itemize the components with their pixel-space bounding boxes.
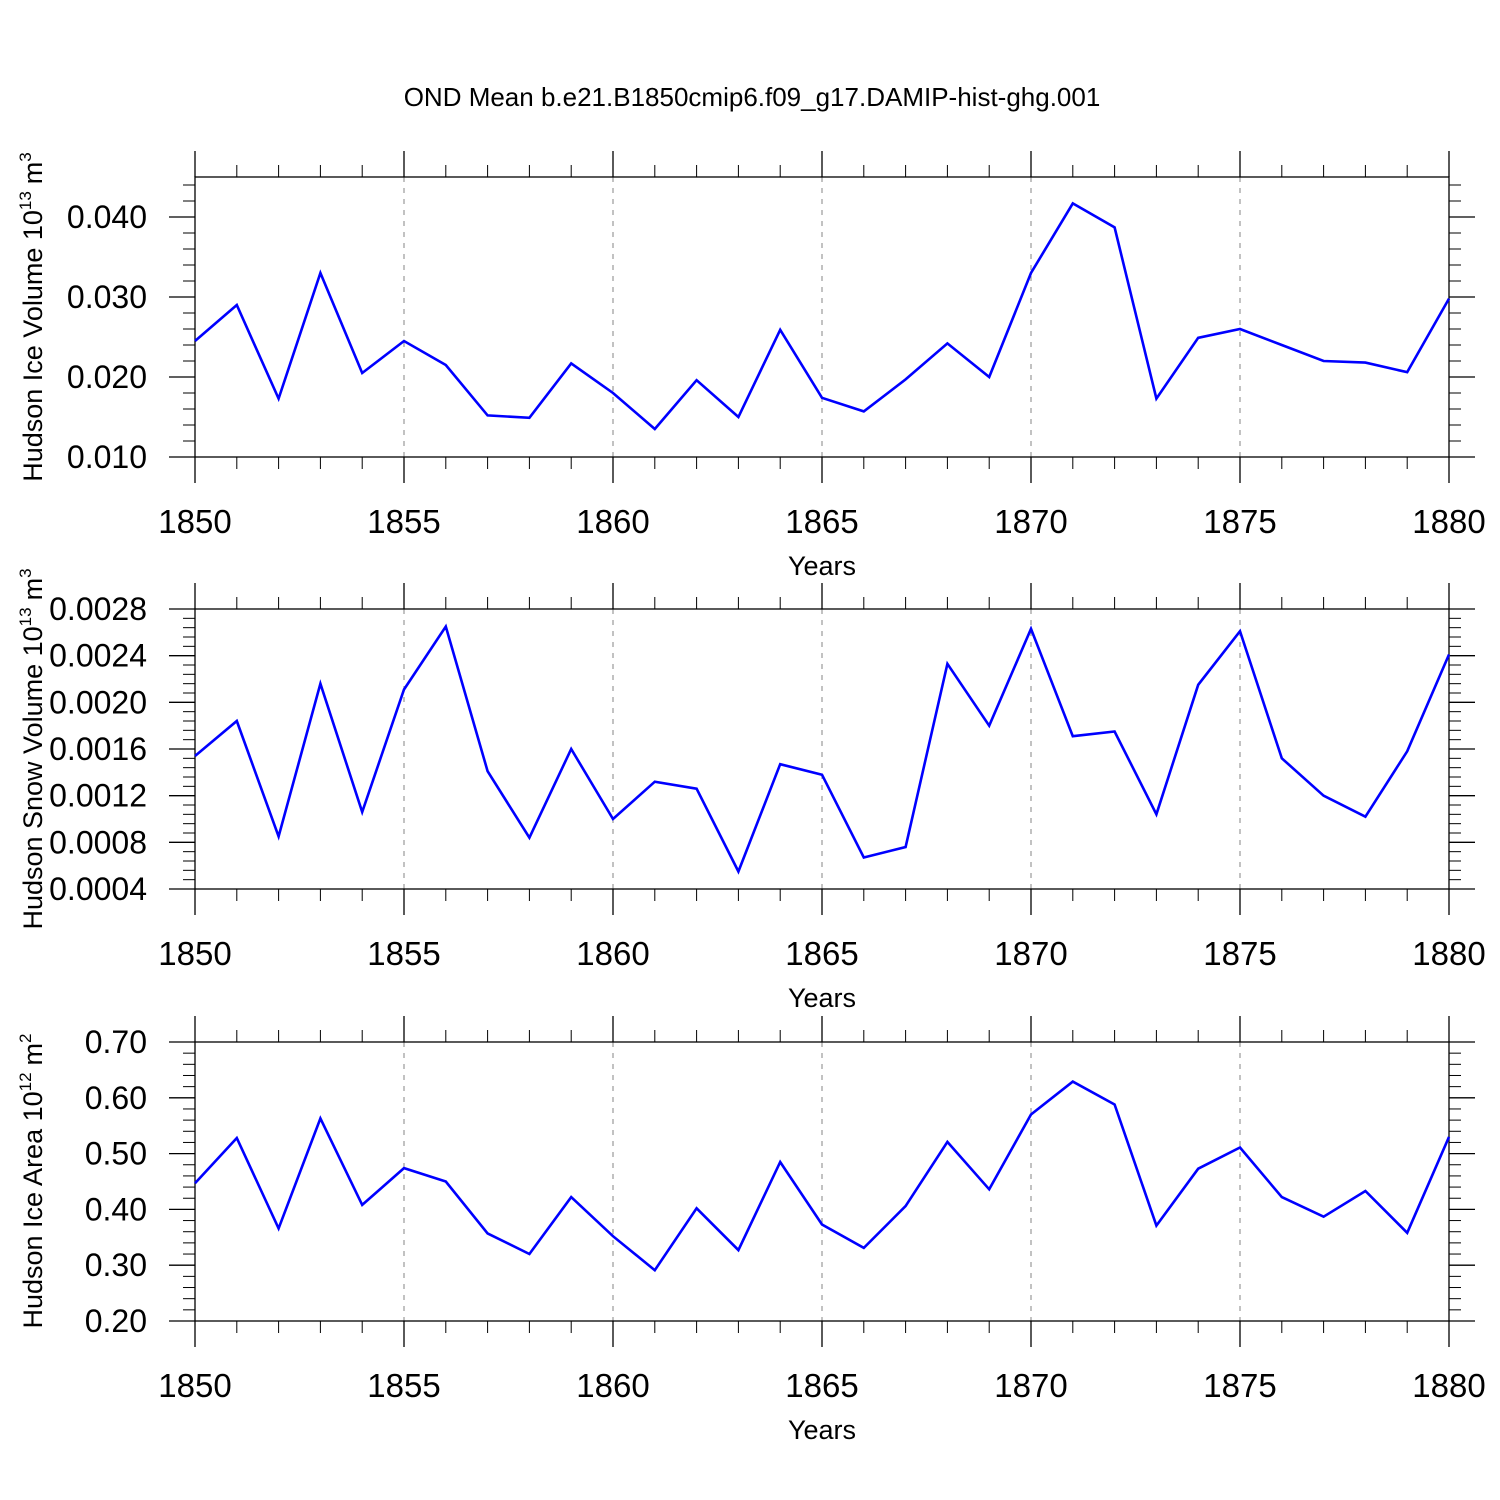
x-tick-label: 1850 [158,935,231,972]
x-tick-label: 1860 [576,935,649,972]
panel-ice-volume: 1850 1855 1860 1865 1870 1875 1880 0.010 0.020 0.… [16,151,1486,581]
x-axis-label: Years [788,983,856,1013]
panel-ice-area: 1850 1855 1860 1865 1870 1875 1880 0.20 0.30 0.40… [16,1016,1486,1445]
y-tick-label: 0.030 [67,279,147,315]
x-tick-label: 1875 [1203,935,1276,972]
y-tick-label: 0.50 [85,1136,147,1172]
y-axis-label-unit: m [18,1043,48,1066]
x-tick-label: 1880 [1412,935,1485,972]
x-tick-label: 1865 [785,1367,858,1404]
figure-title: OND Mean b.e21.B1850cmip6.f09_g17.DAMIP-… [404,82,1101,112]
y-tick-label: 0.20 [85,1303,147,1339]
y-axis-label-exponent: 12 [16,1072,35,1091]
y-axis-label-unit: m [18,578,48,601]
x-tick-label: 1880 [1412,503,1485,540]
panel-snow-volume: 1850 1855 1860 1865 1870 1875 1880 0.0004 0.0008… [16,568,1486,1013]
x-tick-label: 1855 [367,1367,440,1404]
x-tick-label: 1865 [785,935,858,972]
y-axis-label-exponent: 13 [16,191,35,210]
y-axis-label: Hudson Snow Volume 1013 m3 [16,568,48,929]
series-line [194,1080,1451,1273]
y-tick-label: 0.60 [85,1080,147,1116]
y-axis-label: Hudson Ice Volume 1013 m3 [16,152,48,482]
series-line [194,201,1451,431]
y-axis-label-text: Hudson Ice Volume 10 [18,210,48,482]
y-tick-label: 0.40 [85,1191,147,1227]
x-tick-label: 1870 [994,935,1067,972]
x-tick-label: 1850 [158,1367,231,1404]
y-tick-label: 0.70 [85,1024,147,1060]
x-tick-label: 1865 [785,503,858,540]
y-tick-label: 0.020 [67,359,147,395]
x-axis-label: Years [788,1415,856,1445]
x-axis-label: Years [788,551,856,581]
x-tick-label: 1855 [367,503,440,540]
y-tick-label: 0.0024 [49,638,147,674]
y-tick-label: 0.0020 [49,684,147,720]
x-tick-label: 1855 [367,935,440,972]
x-tick-label: 1870 [994,503,1067,540]
y-tick-label: 0.040 [67,199,147,235]
y-tick-label: 0.30 [85,1247,147,1283]
y-axis-label-unit-exponent: 3 [16,152,35,161]
x-tick-label: 1880 [1412,1367,1485,1404]
x-tick-label: 1860 [576,1367,649,1404]
plot-frame [194,1041,1450,1322]
x-tick-label: 1875 [1203,503,1276,540]
y-tick-label: 0.0028 [49,591,147,627]
y-axis-label-unit: m [18,162,48,185]
x-tick-label: 1850 [158,503,231,540]
x-tick-label: 1875 [1203,1367,1276,1404]
series-line [194,623,1451,875]
y-axis-label-exponent: 13 [16,607,35,626]
x-tick-label: 1860 [576,503,649,540]
y-tick-label: 0.0012 [49,778,147,814]
y-axis-label-text: Hudson Ice Area 10 [18,1091,48,1328]
y-axis-label-unit-exponent: 3 [16,568,35,577]
y-tick-label: 0.0004 [49,871,147,907]
y-tick-label: 0.010 [67,439,147,475]
plot-frame [194,176,1450,458]
y-tick-label: 0.0008 [49,824,147,860]
y-tick-label: 0.0016 [49,731,147,767]
y-axis-label: Hudson Ice Area 1012 m2 [16,1033,48,1328]
y-axis-label-text: Hudson Snow Volume 10 [18,626,48,929]
x-tick-label: 1870 [994,1367,1067,1404]
y-axis-label-unit-exponent: 2 [16,1033,35,1042]
